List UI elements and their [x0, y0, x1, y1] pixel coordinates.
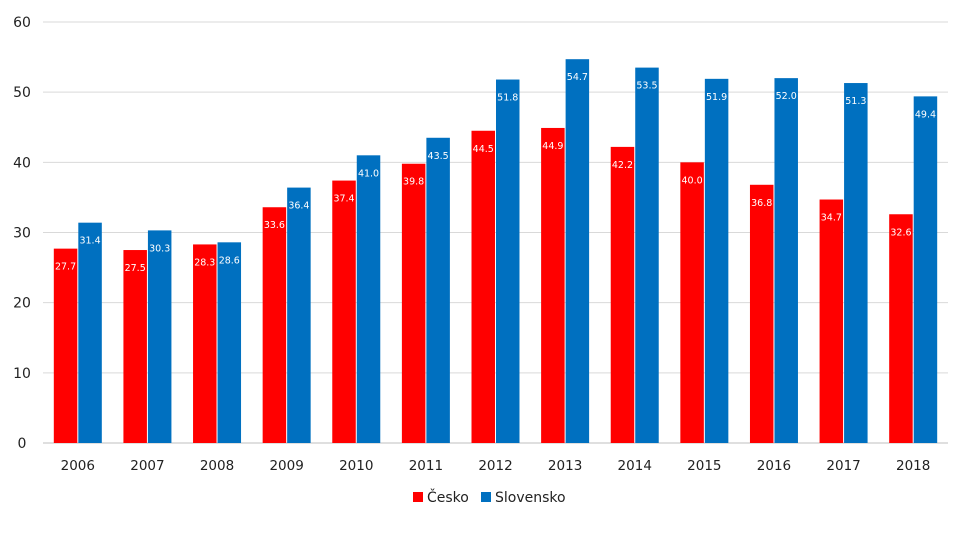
bar-cesko	[193, 244, 217, 443]
data-label: 27.7	[55, 262, 76, 273]
data-label: 40.0	[682, 175, 703, 186]
data-label: 53.5	[636, 81, 657, 92]
x-tick-label: 2008	[200, 458, 234, 474]
data-label: 28.3	[194, 257, 215, 268]
data-label: 51.8	[497, 93, 518, 104]
bar-slovensko	[496, 79, 520, 443]
data-label: 31.4	[79, 236, 100, 247]
data-labels: 27.7 31.4 27.530.3 28.3 28.6 33.636.4 37.4 41.0…	[55, 72, 936, 274]
gridlines	[43, 21, 948, 444]
data-label: 54.7	[567, 72, 588, 83]
bar-cesko	[262, 207, 287, 443]
data-label: 42.2	[612, 160, 633, 171]
bar-cesko	[889, 214, 913, 443]
bar-cesko	[332, 180, 356, 443]
bar-slovensko	[844, 83, 868, 444]
y-tick-label: 20	[13, 296, 31, 312]
x-tick-label: 2018	[896, 458, 930, 474]
data-label: 49.4	[915, 109, 936, 120]
bar-slovensko	[287, 187, 311, 443]
legend: Česko Slovensko	[413, 488, 566, 506]
bar-cesko	[541, 127, 565, 444]
x-axis-ticks: 2006 2007 2008 2009 2010 2011 2012 2013 2014 2015…	[61, 458, 931, 474]
data-label: 43.5	[428, 151, 449, 162]
x-tick-label: 2012	[478, 458, 512, 474]
data-label: 36.4	[288, 201, 309, 212]
bar-cesko	[680, 162, 704, 444]
data-label: 36.8	[751, 198, 772, 209]
x-tick-label: 2009	[269, 458, 303, 474]
bar-cesko	[610, 146, 635, 443]
bar-cesko	[401, 163, 426, 443]
bar-cesko	[471, 130, 495, 443]
y-tick-label: 60	[13, 15, 31, 31]
bar-slovensko	[356, 155, 381, 444]
bar-slovensko	[217, 242, 242, 443]
bar-slovensko	[147, 230, 172, 443]
bar-cesko	[123, 250, 147, 443]
y-tick-label: 40	[13, 155, 31, 171]
legend-label: Slovensko	[495, 490, 566, 506]
x-tick-label: 2014	[618, 458, 652, 474]
y-tick-label: 10	[13, 366, 31, 382]
data-label: 34.7	[821, 213, 842, 224]
x-tick-label: 2011	[409, 458, 443, 474]
data-label: 33.6	[264, 220, 285, 231]
bar-slovensko	[774, 78, 798, 443]
data-label: 28.6	[219, 255, 240, 266]
legend-swatch-cesko	[413, 492, 423, 502]
data-label: 44.5	[473, 144, 494, 155]
data-label: 30.3	[149, 243, 170, 254]
bar-slovensko	[635, 67, 659, 443]
data-label: 32.6	[890, 227, 911, 238]
x-tick-label: 2010	[339, 458, 373, 474]
data-label: 27.5	[125, 263, 146, 274]
bar-cesko	[53, 248, 78, 443]
data-label: 41.0	[358, 168, 379, 179]
data-label: 51.3	[845, 96, 866, 107]
x-tick-label: 2017	[826, 458, 860, 474]
data-label: 51.9	[706, 92, 727, 103]
bar-slovensko	[913, 96, 938, 444]
y-tick-label: 0	[18, 436, 27, 452]
data-label: 37.4	[333, 194, 354, 205]
bar-slovensko	[426, 137, 450, 443]
data-label: 52.0	[776, 91, 797, 102]
x-tick-label: 2006	[61, 458, 95, 474]
legend-swatch-slovensko	[481, 492, 491, 502]
bar-cesko	[819, 199, 844, 443]
bars	[53, 59, 938, 444]
x-tick-label: 2013	[548, 458, 582, 474]
bar-slovensko	[565, 59, 590, 444]
legend-label: Česko	[427, 488, 469, 506]
bar-slovensko	[78, 222, 102, 443]
bar-slovensko	[704, 78, 729, 444]
y-tick-label: 30	[13, 226, 31, 242]
data-label: 44.9	[542, 141, 563, 152]
data-label: 39.8	[403, 177, 424, 188]
x-tick-label: 2016	[757, 458, 791, 474]
y-tick-label: 50	[13, 85, 31, 101]
bar-cesko	[749, 184, 774, 443]
y-axis-ticks: 0 10 20 30 40 50 60	[13, 15, 31, 452]
x-tick-label: 2015	[687, 458, 721, 474]
x-tick-label: 2007	[130, 458, 164, 474]
